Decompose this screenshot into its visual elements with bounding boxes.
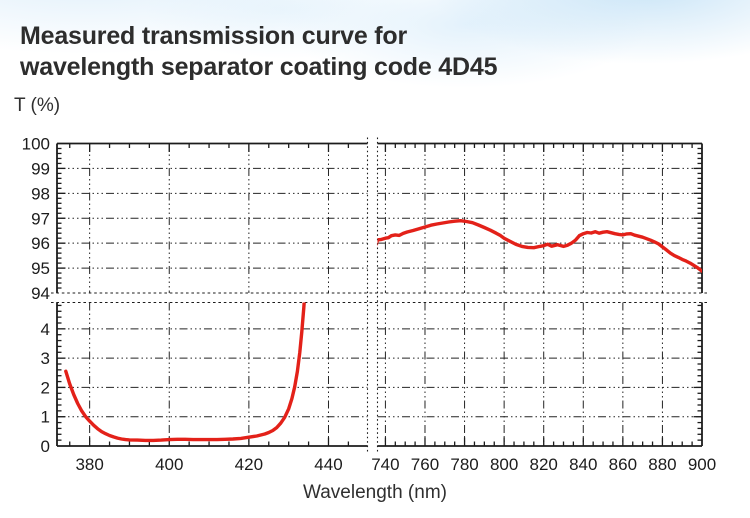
svg-text:3: 3 [41,349,50,368]
svg-text:740: 740 [371,455,399,474]
chart-title-line-1: Measured transmission curve for [20,22,407,50]
svg-text:860: 860 [609,455,637,474]
svg-text:95: 95 [31,259,50,278]
svg-text:99: 99 [31,159,50,178]
svg-text:820: 820 [530,455,558,474]
svg-text:880: 880 [648,455,676,474]
svg-text:0: 0 [41,437,50,456]
svg-text:800: 800 [490,455,518,474]
svg-text:1: 1 [41,408,50,427]
svg-text:420: 420 [235,455,263,474]
svg-text:900: 900 [688,455,716,474]
svg-text:4: 4 [41,320,50,339]
chart-title-line-2: wavelength separator coating code 4D45 [20,53,498,81]
svg-text:2: 2 [41,378,50,397]
svg-text:94: 94 [31,284,50,303]
svg-text:100: 100 [22,135,50,154]
svg-text:440: 440 [314,455,342,474]
svg-text:98: 98 [31,184,50,203]
svg-text:400: 400 [155,455,183,474]
svg-text:760: 760 [411,455,439,474]
svg-text:780: 780 [450,455,478,474]
svg-text:97: 97 [31,209,50,228]
svg-text:840: 840 [569,455,597,474]
x-axis-label: Wavelength (nm) [303,482,447,503]
chart-title: Measured transmission curve for wavelengt… [20,21,497,83]
svg-text:380: 380 [75,455,103,474]
y-axis-label: T (%) [14,95,61,116]
svg-text:96: 96 [31,234,50,253]
